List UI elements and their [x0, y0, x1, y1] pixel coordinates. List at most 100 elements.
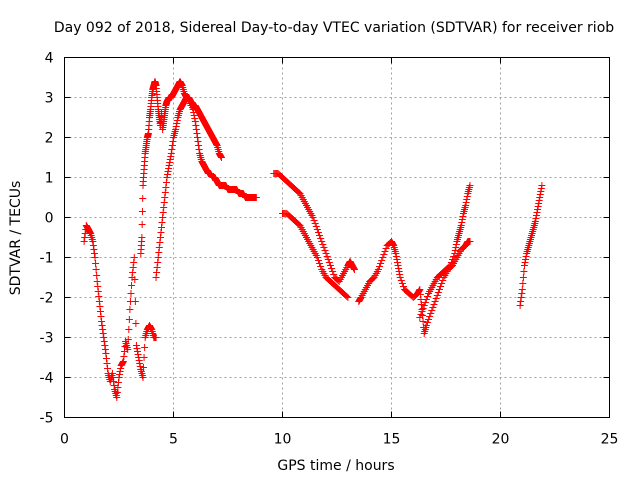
data-point [422, 322, 430, 329]
y-tick-label: -2 [40, 291, 54, 307]
data-point [532, 215, 540, 222]
data-point [437, 283, 445, 290]
data-point [537, 188, 545, 195]
data-point [535, 200, 543, 207]
data-point [422, 296, 430, 303]
data-point [128, 282, 136, 289]
data-point [324, 256, 332, 263]
data-point [125, 316, 133, 323]
y-tick-label: 2 [45, 131, 54, 147]
y-axis-label: SDTVAR / TECUs [8, 181, 24, 296]
data-point [116, 368, 124, 375]
data-point [458, 219, 466, 226]
data-point [350, 266, 358, 273]
series-riob-early [80, 222, 160, 401]
data-point [162, 179, 170, 186]
plot-frame [64, 57, 610, 418]
data-point [139, 374, 147, 381]
data-point [172, 123, 180, 130]
data-point [521, 259, 529, 266]
data-point [466, 238, 474, 245]
data-point [417, 311, 425, 318]
data-point [522, 253, 530, 260]
data-point [427, 310, 435, 317]
data-point [310, 217, 318, 224]
data-point [139, 195, 147, 202]
y-axis-ticks: -5 -4 -3 -2 -1 0 1 2 3 4 [40, 51, 610, 427]
data-point [160, 199, 168, 206]
data-point [132, 342, 140, 349]
data-point [96, 303, 104, 310]
data-point [132, 320, 140, 327]
data-point [110, 378, 118, 385]
data-point [120, 353, 128, 360]
data-point [155, 244, 163, 251]
data-point [463, 193, 471, 200]
data-point [416, 286, 424, 293]
data-point [517, 298, 525, 305]
data-point [537, 185, 545, 192]
data-point [90, 246, 98, 253]
data-point [446, 262, 454, 269]
y-tick-label: 0 [45, 211, 54, 227]
data-point [395, 265, 403, 272]
data-point [96, 308, 104, 315]
data-point [156, 239, 164, 246]
data-point [317, 235, 325, 242]
data-point [133, 345, 141, 352]
data-point [321, 247, 329, 254]
data-point [420, 302, 428, 309]
data-point [520, 262, 528, 269]
data-point [119, 359, 127, 366]
data-point [425, 316, 433, 323]
data-point [416, 291, 424, 298]
data-point [153, 264, 161, 271]
data-point [173, 120, 181, 127]
data-point [104, 365, 112, 372]
data-point [117, 365, 125, 372]
data-point [160, 204, 168, 211]
x-axis-label: GPS time / hours [277, 458, 394, 474]
data-point [168, 142, 176, 149]
data-point [130, 254, 138, 261]
x-tick-label: 20 [492, 432, 510, 448]
series-riob-last [516, 182, 546, 309]
data-point [195, 146, 203, 153]
data-point [309, 214, 317, 221]
data-point [192, 122, 200, 129]
data-point [419, 318, 427, 325]
data-point [458, 216, 466, 223]
data-point [154, 254, 162, 261]
data-point [418, 308, 426, 315]
data-point [136, 360, 144, 367]
data-point [165, 165, 173, 172]
data-point [319, 241, 327, 248]
y-tick-label: 3 [45, 91, 54, 107]
data-point [168, 146, 176, 153]
data-point [194, 138, 202, 145]
data-point [518, 290, 526, 297]
data-point [140, 364, 148, 371]
data-point [131, 298, 139, 305]
data-point [101, 342, 109, 349]
y-tick-label: -3 [40, 331, 54, 347]
data-point [169, 138, 177, 145]
data-point [152, 274, 160, 281]
data-point [113, 394, 121, 401]
data-point [86, 229, 94, 236]
data-point [536, 191, 544, 198]
data-point [392, 250, 400, 257]
data-point [450, 253, 458, 260]
chart-title: Day 092 of 2018, Sidereal Day-to-day VTE… [54, 20, 614, 36]
data-point [99, 330, 107, 337]
data-point [115, 374, 123, 381]
data-point [419, 305, 427, 312]
data-point [114, 379, 122, 386]
data-point [114, 384, 122, 391]
data-point [192, 126, 200, 133]
data-point [141, 344, 149, 351]
data-point [311, 220, 319, 227]
data-point [103, 360, 111, 367]
data-point [126, 306, 134, 313]
